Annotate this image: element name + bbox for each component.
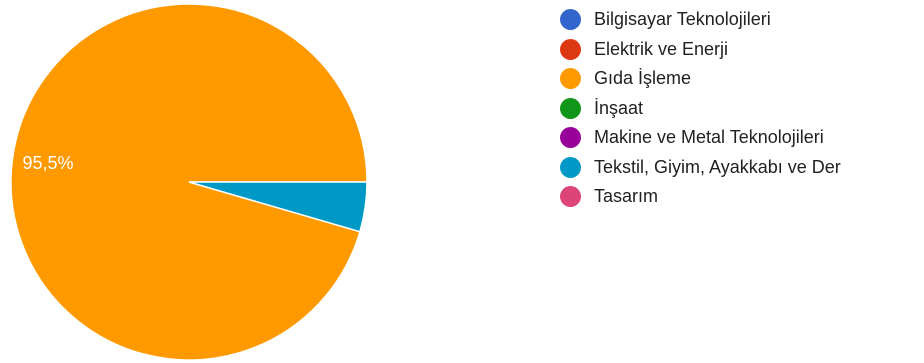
- legend-item[interactable]: Gıda İşleme: [560, 64, 841, 94]
- legend-label: Gıda İşleme: [594, 68, 692, 89]
- legend-swatch-icon: [560, 186, 581, 208]
- legend-item[interactable]: İnşaat: [560, 94, 841, 124]
- legend-item[interactable]: Bilgisayar Teknolojileri: [560, 5, 841, 35]
- legend: Bilgisayar Teknolojileri Elektrik ve Ener…: [560, 5, 841, 212]
- legend-label: Tasarım: [594, 186, 659, 207]
- legend-item[interactable]: Tekstil, Giyim, Ayakkabı ve Der: [560, 153, 841, 183]
- legend-swatch-icon: [560, 97, 581, 119]
- legend-label: Bilgisayar Teknolojileri: [594, 9, 771, 30]
- pie-data-label: 95,5%: [22, 153, 73, 173]
- legend-swatch-icon: [560, 68, 581, 90]
- legend-label: Tekstil, Giyim, Ayakkabı ve Der: [594, 156, 841, 177]
- legend-label: Elektrik ve Enerji: [594, 38, 729, 59]
- legend-swatch-icon: [560, 9, 581, 31]
- legend-swatch-icon: [560, 156, 581, 178]
- legend-swatch-icon: [560, 38, 581, 60]
- legend-item[interactable]: Makine ve Metal Teknolojileri: [560, 123, 841, 153]
- pie-slices: [10, 3, 368, 361]
- legend-item[interactable]: Tasarım: [560, 182, 841, 212]
- legend-swatch-icon: [560, 127, 581, 149]
- pie-data-labels: 95,5%: [22, 153, 73, 173]
- legend-label: İnşaat: [594, 97, 644, 118]
- pie-slice-5[interactable]: [188, 181, 368, 233]
- legend-item[interactable]: Elektrik ve Enerji: [560, 35, 841, 65]
- legend-label: Makine ve Metal Teknolojileri: [594, 127, 824, 148]
